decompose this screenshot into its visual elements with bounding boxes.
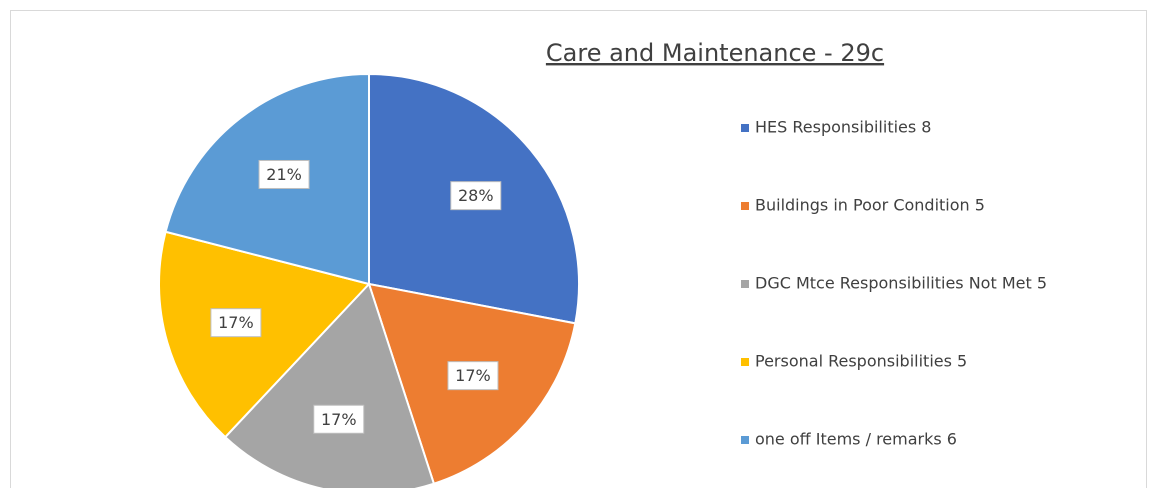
data-label: 17% — [455, 366, 491, 385]
data-label-box — [450, 181, 502, 211]
legend-label: DGC Mtce Responsibilities Not Met 5 — [755, 274, 1047, 293]
chart-title: Care and Maintenance - 29c — [546, 39, 884, 67]
legend-label: HES Responsibilities 8 — [755, 118, 931, 137]
data-label: 21% — [266, 165, 302, 184]
legend-swatch — [741, 202, 749, 210]
data-label-box — [313, 404, 365, 434]
data-label-box — [258, 159, 310, 189]
legend-label: one off Items / remarks 6 — [755, 430, 957, 449]
legend-label: Personal Responsibilities 5 — [755, 352, 967, 371]
data-label: 17% — [321, 410, 357, 429]
legend-label: Buildings in Poor Condition 5 — [755, 196, 985, 215]
data-label: 17% — [218, 313, 254, 332]
pie-slice — [158, 230, 371, 439]
legend-swatch — [741, 124, 749, 132]
legend-swatch — [741, 358, 749, 366]
data-label-box — [210, 308, 262, 338]
legend-swatch — [741, 436, 749, 444]
data-label-box — [447, 361, 499, 391]
data-label: 28% — [458, 186, 494, 205]
pie-slice — [223, 282, 436, 488]
legend-swatch — [741, 280, 749, 288]
